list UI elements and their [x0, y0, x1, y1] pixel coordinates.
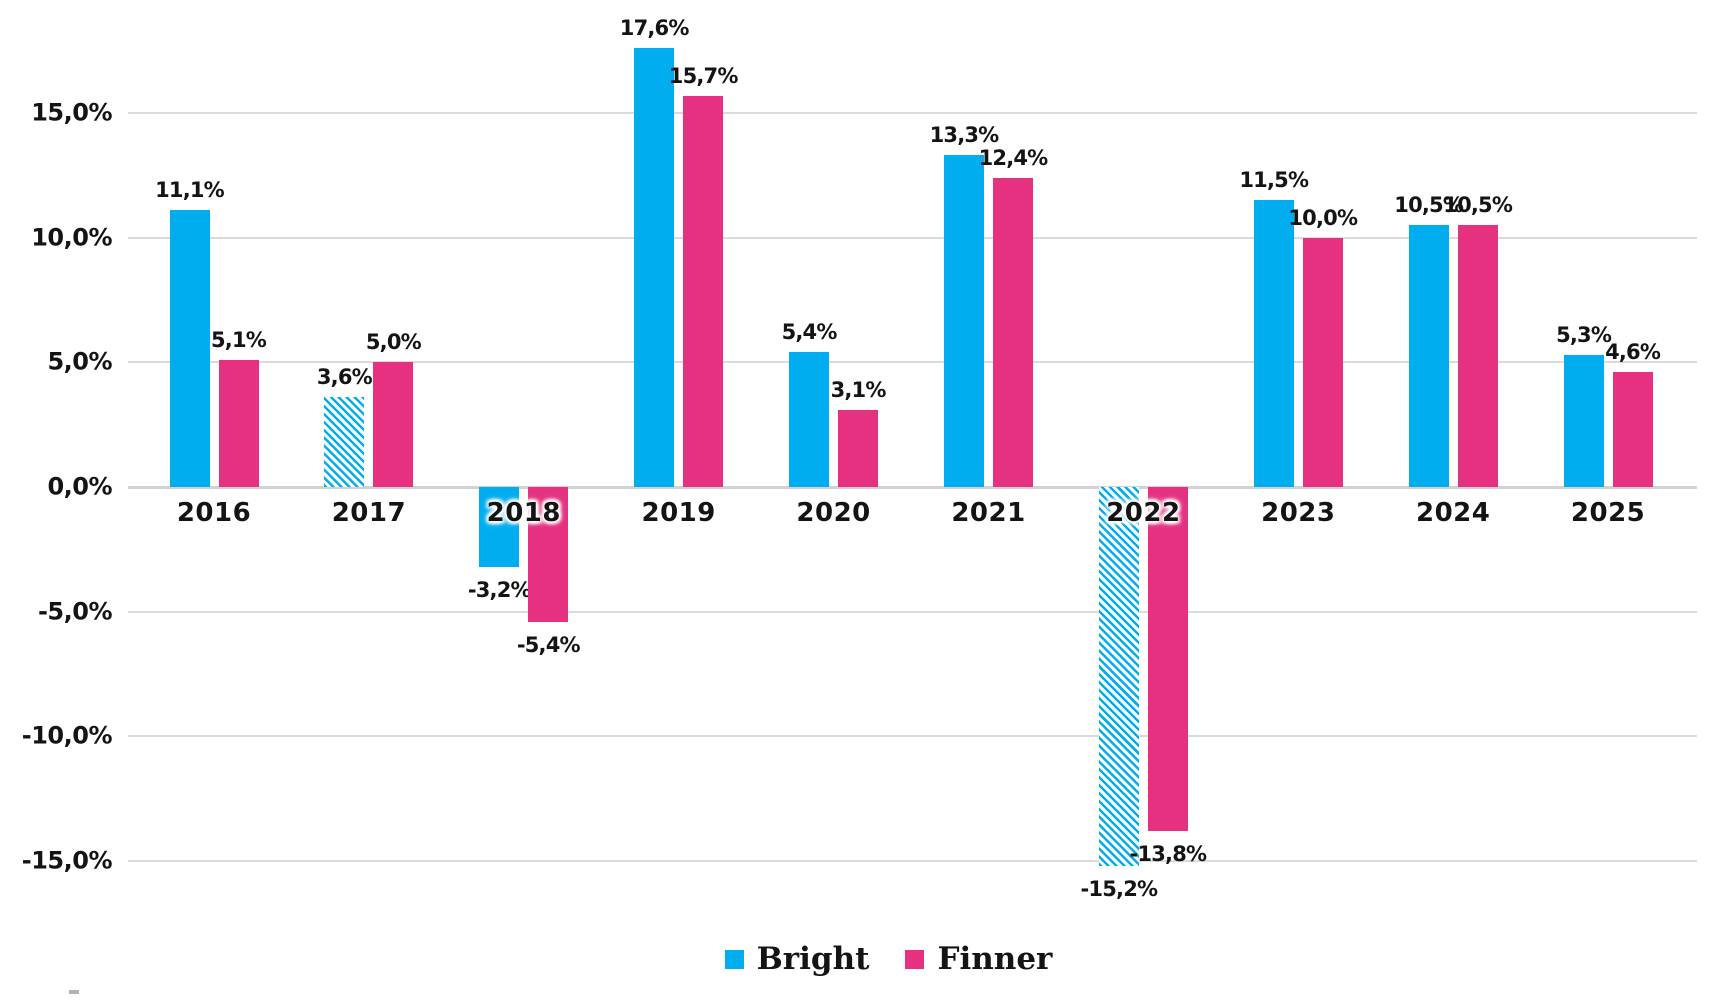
- bar-bright-2025: [1563, 354, 1604, 487]
- data-label-finner-2019: 15,7%: [668, 63, 739, 88]
- x-axis-label-2024: 2024: [1416, 498, 1491, 528]
- bar-bright-2021: [944, 155, 984, 487]
- bar-finner-2022: [1147, 487, 1188, 832]
- data-label-finner-2018: -5,4%: [516, 632, 581, 657]
- legend-marker-bright-icon: [724, 950, 744, 969]
- bar-finner-2025: [1612, 372, 1653, 487]
- data-label-finner-2024: 10,5%: [1443, 193, 1513, 218]
- legend: Bright Finner: [0, 944, 1725, 975]
- watermark-fragment: [69, 990, 79, 994]
- data-label-bright-2021: 13,3%: [929, 123, 1000, 148]
- y-axis-tick-5: 5,0%: [47, 347, 112, 376]
- gridline-0pct: [128, 486, 1697, 489]
- data-label-finner-2017: 5,0%: [365, 330, 422, 355]
- legend-label-bright: Bright: [756, 941, 870, 977]
- data-label-finner-2021: 12,4%: [978, 145, 1049, 170]
- x-axis-label-2023: 2023: [1261, 498, 1336, 528]
- x-axis-label-2016: 2016: [176, 498, 252, 528]
- gridline--15pct: [128, 859, 1697, 862]
- bar-bright-2017: [324, 397, 365, 487]
- x-axis-label-2021: 2021: [951, 498, 1026, 528]
- data-label-finner-2020: 3,1%: [830, 377, 887, 402]
- bar-bright-2018: [479, 487, 520, 567]
- y-axis-tick-15: 15,0%: [31, 98, 112, 127]
- data-label-bright-2017: 3,6%: [316, 365, 373, 390]
- data-label-finner-2016: 5,1%: [210, 327, 267, 352]
- x-axis-label-2018: 2018: [486, 498, 561, 528]
- data-label-bright-2016: 11,1%: [155, 178, 225, 203]
- x-axis-label-2025: 2025: [1570, 498, 1646, 528]
- bar-finner-2017: [373, 362, 414, 487]
- legend-item-bright: Bright: [724, 941, 870, 977]
- data-label-bright-2022: -15,2%: [1080, 876, 1159, 901]
- data-label-bright-2018: -3,2%: [467, 577, 532, 602]
- y-axis-tick--10: -10,0%: [21, 721, 113, 750]
- data-label-finner-2025: 4,6%: [1605, 340, 1661, 365]
- bar-bright-2023: [1253, 200, 1294, 487]
- bar-bright-2024: [1408, 225, 1449, 487]
- bar-finner-2019: [683, 95, 724, 487]
- y-axis-tick--5: -5,0%: [37, 597, 113, 626]
- x-axis-label-2019: 2019: [641, 498, 716, 528]
- data-label-bright-2023: 11,5%: [1239, 168, 1309, 193]
- data-label-bright-2019: 17,6%: [619, 16, 690, 41]
- data-label-bright-2020: 5,4%: [781, 320, 838, 345]
- bar-bright-2022: [1098, 487, 1139, 866]
- bar-bright-2016: [169, 210, 210, 487]
- y-axis-tick-0: 0,0%: [47, 472, 112, 501]
- bar-bright-2019: [634, 48, 675, 487]
- data-label-bright-2025: 5,3%: [1556, 322, 1612, 347]
- bar-finner-2020: [838, 409, 879, 487]
- x-axis-label-2017: 2017: [331, 498, 407, 528]
- legend-marker-finner-icon: [905, 950, 925, 969]
- y-axis-tick-10: 10,0%: [31, 223, 112, 252]
- bar-bright-2020: [789, 352, 830, 487]
- y-axis-tick--15: -15,0%: [21, 846, 113, 875]
- bar-finner-2024: [1457, 225, 1498, 487]
- x-axis-label-2022: 2022: [1106, 498, 1181, 528]
- gridline--10pct: [128, 735, 1697, 738]
- gridline-5pct: [128, 361, 1697, 364]
- data-label-finner-2023: 10,0%: [1288, 205, 1358, 230]
- legend-item-finner: Finner: [905, 944, 1052, 975]
- bar-finner-2018: [528, 487, 569, 622]
- bar-finner-2016: [218, 359, 259, 487]
- data-label-bright-2024: 10,5%: [1394, 193, 1464, 218]
- legend-label-finner: Finner: [937, 941, 1053, 977]
- data-label-finner-2022: -13,8%: [1129, 842, 1208, 867]
- bar-finner-2021: [993, 177, 1033, 487]
- bar-finner-2023: [1302, 237, 1343, 487]
- gridline--5pct: [128, 610, 1697, 613]
- gridline-15pct: [128, 112, 1697, 115]
- x-axis-label-2020: 2020: [796, 498, 871, 528]
- gridline-10pct: [128, 236, 1697, 239]
